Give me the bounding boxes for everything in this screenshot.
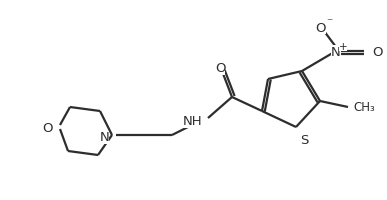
Text: O: O xyxy=(43,121,53,134)
Text: NH: NH xyxy=(182,115,202,128)
Text: +: + xyxy=(339,42,347,52)
Text: ⁻: ⁻ xyxy=(326,16,332,29)
Text: O: O xyxy=(215,62,225,75)
Text: CH₃: CH₃ xyxy=(353,101,375,114)
Text: O: O xyxy=(372,45,382,58)
Text: N: N xyxy=(99,131,109,144)
Text: N: N xyxy=(331,45,341,58)
Text: S: S xyxy=(300,133,308,146)
Text: O: O xyxy=(316,21,326,34)
